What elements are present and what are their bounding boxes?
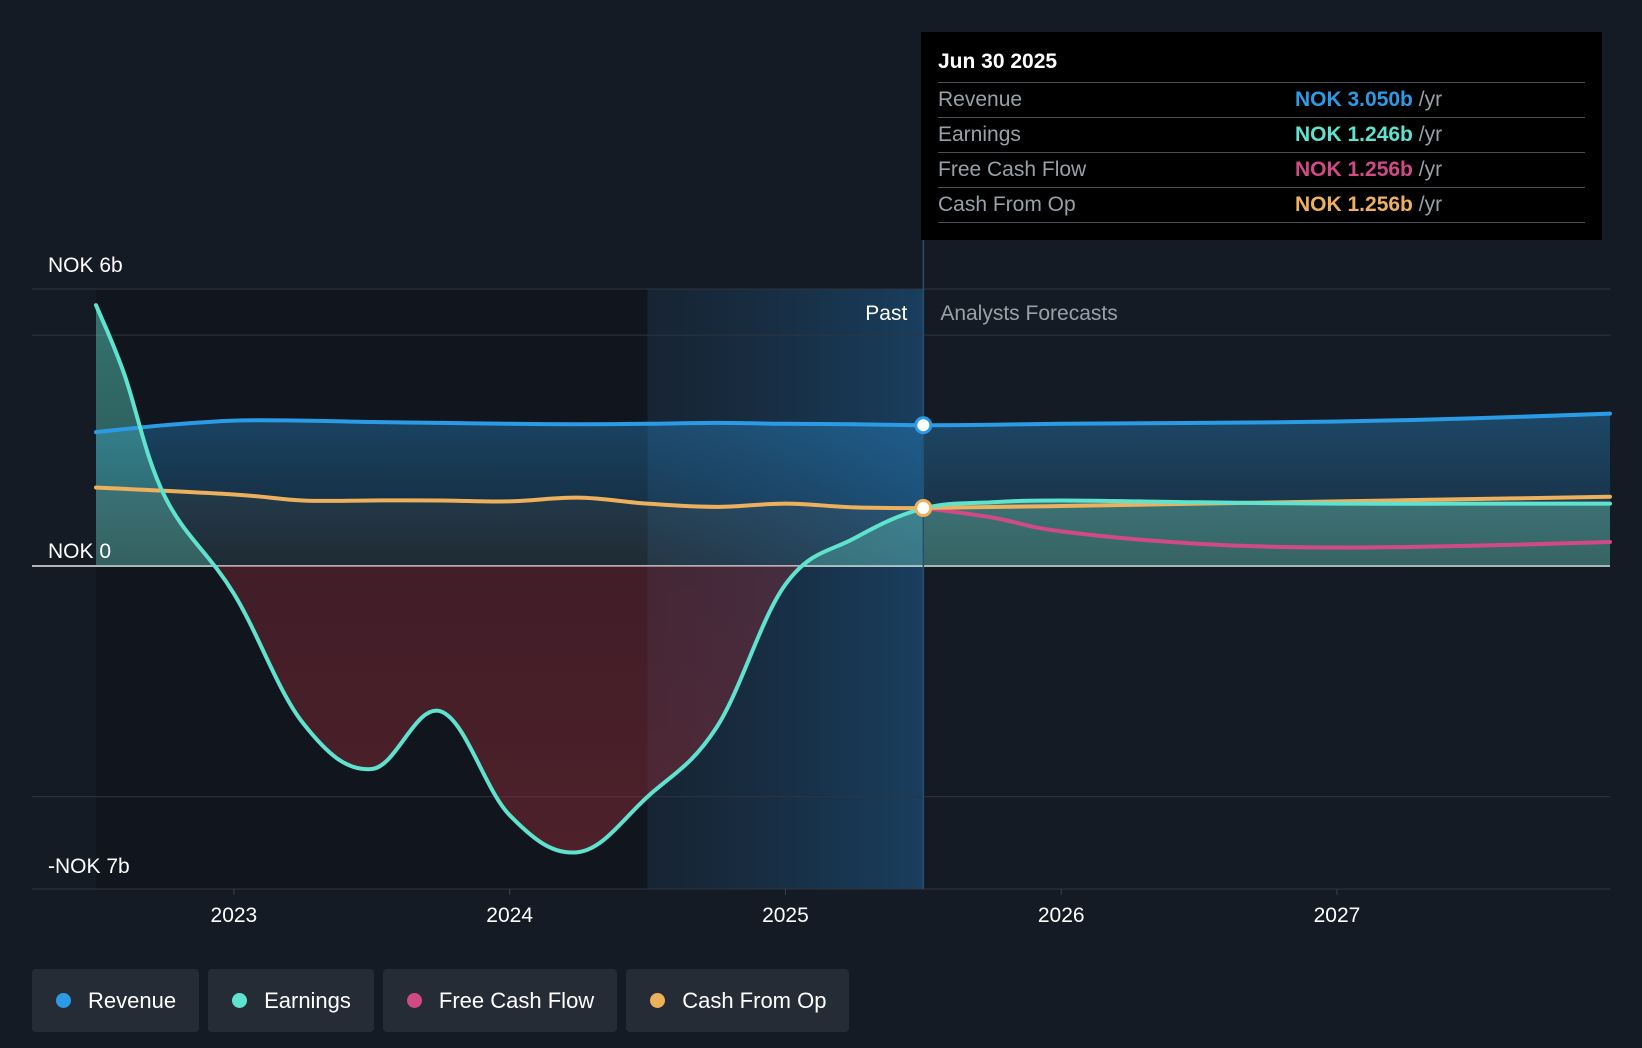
tooltip-row-cash-from-op: Cash From Op NOK 1.256b /yr [938,187,1585,223]
tooltip-row-earnings: Earnings NOK 1.246b /yr [938,117,1585,152]
legend: Revenue Earnings Free Cash Flow Cash Fro… [32,969,858,1032]
x-axis-label: 2025 [762,904,809,927]
tooltip-label: Cash From Op [938,193,1076,216]
tooltip-date: Jun 30 2025 [938,50,1058,73]
tooltip-panel: Jun 30 2025 Revenue NOK 3.050b /yr Earni… [921,32,1602,240]
tooltip-label: Revenue [938,88,1023,111]
revenue-line [94,411,1612,435]
tooltip-row-revenue: Revenue NOK 3.050b /yr [938,82,1585,117]
revenue-marker [914,416,933,435]
cash-from-op-marker [914,499,933,518]
x-axis-label: 2026 [1038,904,1085,927]
legend-label: Cash From Op [682,987,827,1013]
forecast-label: Analysts Forecasts [940,302,1117,325]
earnings-area-positive [96,305,1610,566]
legend-item-cash-from-op[interactable]: Cash From Op [626,969,850,1032]
legend-item-revenue[interactable]: Revenue [32,969,200,1032]
x-axis-label: 2027 [1314,904,1361,927]
past-label: Past [865,302,907,325]
tooltip-row-free-cash-flow: Free Cash Flow NOK 1.256b /yr [938,152,1585,187]
tooltip-value: NOK 3.050b /yr [1295,88,1443,111]
y-axis-label: -NOK 7b [48,855,130,878]
legend-label: Revenue [88,987,177,1013]
y-axis-label: NOK 6b [48,254,123,277]
earnings-area-negative [96,566,1610,853]
tooltip-label: Free Cash Flow [938,158,1087,181]
x-axis-label: 2024 [486,904,533,927]
legend-item-earnings[interactable]: Earnings [208,969,374,1032]
legend-label: Earnings [264,987,351,1013]
earnings-line [94,303,1612,855]
tooltip-value: NOK 1.256b /yr [1295,193,1443,216]
tooltip-value: NOK 1.246b /yr [1295,123,1443,146]
legend-item-free-cash-flow[interactable]: Free Cash Flow [382,969,618,1032]
legend-dot-icon [56,993,71,1008]
legend-dot-icon [406,993,422,1008]
free-cash-flow-line [921,506,1612,550]
tooltip-label: Earnings [938,123,1021,146]
y-axis-label: NOK 0 [48,540,111,563]
tooltip-value: NOK 1.256b /yr [1295,158,1443,181]
legend-dot-icon [232,993,248,1008]
x-axis-label: 2023 [211,904,258,927]
legend-label: Free Cash Flow [438,987,595,1013]
legend-dot-icon [650,993,666,1008]
